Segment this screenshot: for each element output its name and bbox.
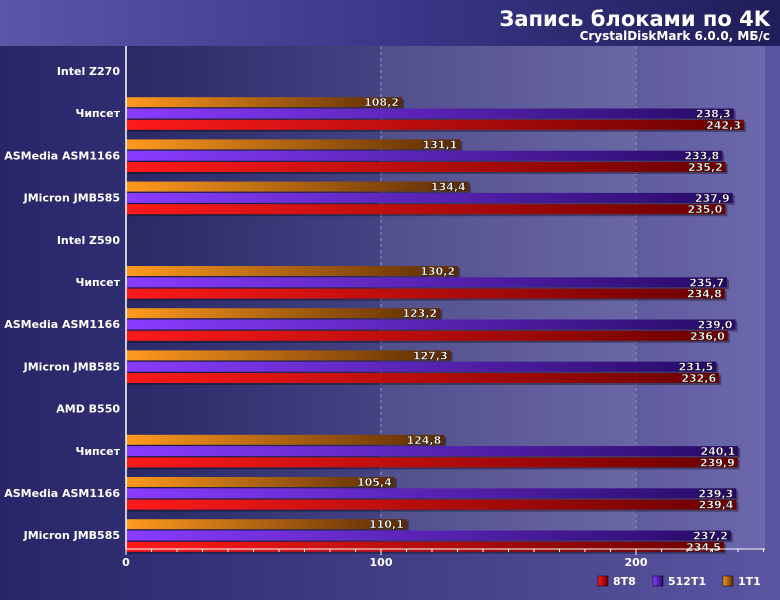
bar-1t1 <box>126 97 402 108</box>
bar-8t8 <box>126 499 737 510</box>
bar-1t1 <box>126 434 445 445</box>
bar-value-label: 239,9 <box>700 456 735 469</box>
bar-1t1 <box>126 181 469 192</box>
bar-1t1 <box>126 266 459 276</box>
bar-value-label: 235,7 <box>689 276 724 289</box>
legend-label-8t8: 8T8 <box>613 575 636 588</box>
bar-512t1 <box>126 319 736 330</box>
chart-title: Запись блоками по 4K <box>499 7 770 31</box>
item-label: JMicron JMB585 <box>23 360 120 373</box>
item-label: ASMedia ASM1166 <box>4 318 120 331</box>
bar-512t1 <box>126 530 731 541</box>
bar-8t8 <box>126 288 725 299</box>
x-tick-label: 100 <box>370 556 393 569</box>
bar-value-label: 130,2 <box>420 265 455 278</box>
bar-8t8 <box>126 541 724 552</box>
bar-value-label: 105,4 <box>357 476 392 489</box>
legend-label-1t1: 1T1 <box>738 575 761 588</box>
bar-512t1 <box>126 192 733 203</box>
bar-value-label: 236,0 <box>690 330 725 343</box>
bar-1t1 <box>126 350 451 361</box>
bar-value-label: 235,0 <box>687 203 722 216</box>
bar-1t1 <box>126 139 461 150</box>
group-label: Intel Z270 <box>57 65 121 78</box>
bar-1t1 <box>126 477 395 487</box>
bar-value-label: 231,5 <box>679 361 714 374</box>
item-label: Чипсет <box>75 445 120 458</box>
bar-value-label: 131,1 <box>423 138 458 151</box>
bar-value-label: 239,4 <box>699 499 734 512</box>
group-label: AMD B550 <box>56 403 120 416</box>
x-tick-label: 0 <box>122 556 130 569</box>
bar-1t1 <box>126 308 441 319</box>
bar-512t1 <box>126 277 728 288</box>
bar-value-label: 234,8 <box>687 288 722 301</box>
item-label: JMicron JMB585 <box>23 192 120 205</box>
item-label: Чипсет <box>75 276 120 289</box>
bar-value-label: 127,3 <box>413 349 448 362</box>
bar-value-label: 234,5 <box>686 541 721 554</box>
bar-value-label: 242,3 <box>706 119 741 132</box>
bar-512t1 <box>126 108 734 119</box>
bar-8t8 <box>126 373 720 383</box>
bar-512t1 <box>126 446 739 457</box>
bar-512t1 <box>126 488 737 499</box>
legend-swatch-8t8 <box>597 575 609 587</box>
bar-8t8 <box>126 457 738 468</box>
bar-8t8 <box>126 162 726 172</box>
bar-value-label: 124,8 <box>406 434 441 447</box>
bar-value-label: 238,3 <box>696 108 731 121</box>
bar-value-label: 233,8 <box>684 150 719 163</box>
bar-value-label: 239,0 <box>698 319 733 332</box>
bar-value-label: 232,6 <box>681 372 716 385</box>
bar-value-label: 134,4 <box>431 181 466 194</box>
legend-swatch-1t1 <box>722 575 734 587</box>
chart-subtitle: CrystalDiskMark 6.0.0, МБ/с <box>580 29 770 43</box>
legend-swatch-512t1 <box>652 575 664 587</box>
bar-value-label: 237,2 <box>693 530 728 543</box>
bar-value-label: 108,2 <box>364 96 399 109</box>
group-label: Intel Z590 <box>57 234 121 247</box>
bar-1t1 <box>126 519 407 530</box>
item-label: Чипсет <box>75 107 120 120</box>
x-tick-label: 200 <box>625 556 648 569</box>
bar-8t8 <box>126 204 726 215</box>
bar-value-label: 110,1 <box>369 518 404 531</box>
bar-value-label: 123,2 <box>402 307 437 320</box>
x-axis: 0 100 200 <box>122 46 765 569</box>
item-label: ASMedia ASM1166 <box>4 487 120 500</box>
bar-8t8 <box>126 119 744 130</box>
legend: 8T8 512T1 1T1 <box>597 575 761 588</box>
item-label: ASMedia ASM1166 <box>4 149 120 162</box>
bar-value-label: 235,2 <box>688 161 723 174</box>
bar-8t8 <box>126 330 728 341</box>
legend-label-512t1: 512T1 <box>668 575 706 588</box>
title-band <box>0 0 780 46</box>
bar-512t1 <box>126 150 723 161</box>
bar-value-label: 240,1 <box>700 445 735 458</box>
item-label: JMicron JMB585 <box>23 529 120 542</box>
bar-value-label: 237,9 <box>695 192 730 205</box>
bar-value-label: 239,3 <box>698 487 733 500</box>
category-labels: Intel Z270 Чипсет ASMedia ASM1166 JMicron J… <box>4 65 120 542</box>
bar-512t1 <box>126 361 717 372</box>
